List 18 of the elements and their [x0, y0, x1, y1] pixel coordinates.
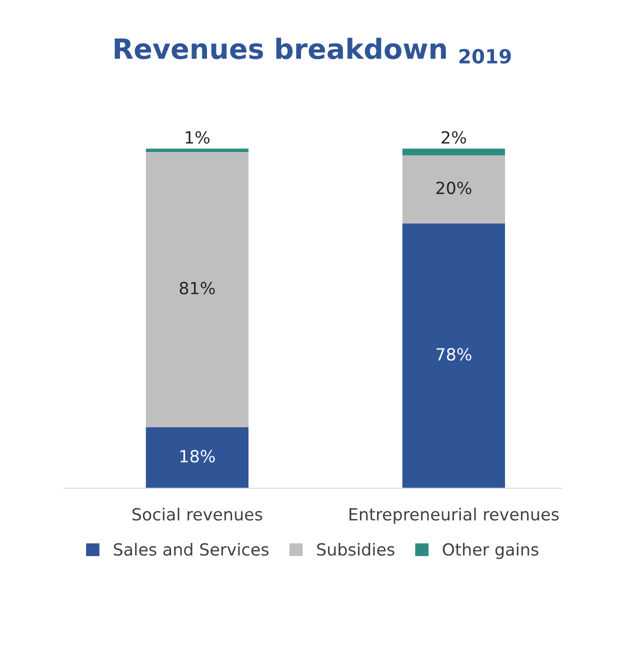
- bar: [402, 155, 506, 224]
- data-label: 20%: [436, 182, 472, 194]
- bar: [402, 148, 506, 156]
- x-tick-label: Entrepreneurial revenues: [350, 508, 559, 524]
- legend-label: Other gains: [442, 542, 538, 559]
- bar: [146, 427, 248, 488]
- data-label: 1%: [186, 131, 210, 144]
- bar: [146, 148, 248, 152]
- data-label: 18%: [180, 450, 215, 463]
- x-tick-label: Social revenues: [132, 508, 262, 521]
- legend-label: Subsidies: [317, 542, 394, 556]
- data-label: 78%: [436, 348, 472, 361]
- chart-title: Revenues breakdown $_{2019}$: [114, 38, 511, 64]
- legend-label: Sales and Services: [114, 542, 269, 556]
- data-label: 2%: [442, 131, 466, 144]
- bar: [402, 223, 506, 488]
- bar: [146, 152, 248, 428]
- data-label: 81%: [180, 282, 215, 294]
